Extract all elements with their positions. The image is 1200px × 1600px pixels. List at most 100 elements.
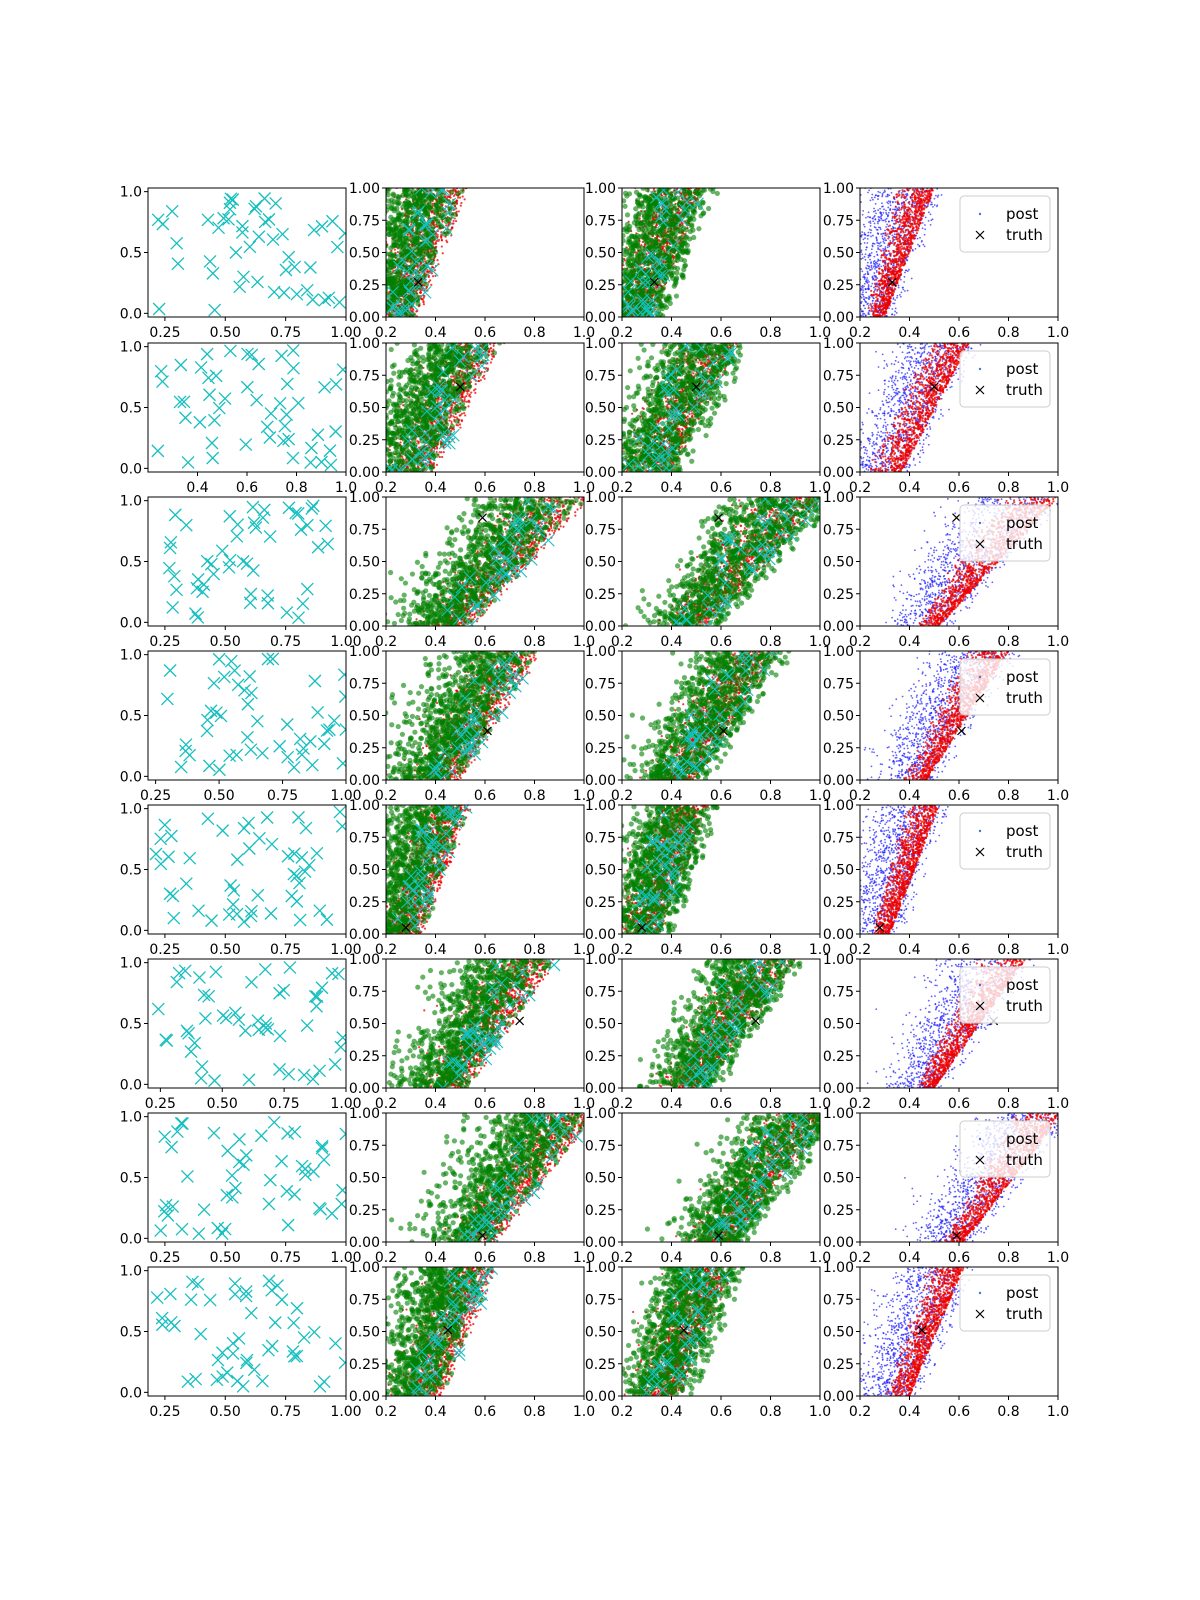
green-point [622, 237, 626, 244]
green-point [609, 239, 614, 244]
sample-marker [252, 230, 266, 244]
posterior-point-blue [855, 297, 857, 299]
x-tick-label: 0.6 [474, 325, 496, 341]
posterior-point [377, 307, 379, 309]
green-point [386, 198, 392, 204]
posterior-point-blue [882, 240, 885, 243]
green-point [380, 306, 385, 311]
green-point [376, 271, 381, 276]
sample-marker [322, 291, 336, 305]
green-point [616, 224, 621, 229]
green-point [338, 213, 343, 218]
posterior-point-blue [866, 242, 869, 244]
posterior-point [618, 286, 620, 288]
green-point [610, 298, 615, 303]
green-point [379, 304, 384, 309]
posterior-point-blue [874, 262, 877, 264]
green-point [376, 293, 381, 298]
posterior-point [635, 251, 638, 254]
green-point [670, 275, 676, 281]
green-point [396, 227, 402, 233]
posterior-point [429, 279, 432, 282]
posterior-point-blue [904, 231, 907, 233]
green-point [361, 231, 366, 236]
green-point [375, 262, 380, 267]
green-point [386, 275, 387, 277]
green-point [679, 273, 686, 279]
y-tick-label: 0.00 [349, 310, 380, 326]
posterior-point-blue [877, 264, 879, 267]
green-point [615, 303, 620, 308]
posterior-point-blue [856, 281, 858, 283]
green-point [432, 216, 438, 222]
green-point [455, 191, 461, 197]
green-point [644, 195, 650, 201]
sample-marker [318, 293, 332, 307]
green-point [349, 297, 354, 302]
green-point [372, 294, 377, 299]
posterior-point-blue [863, 304, 865, 307]
posterior-point-blue [847, 307, 849, 309]
green-point [375, 266, 380, 271]
posterior-point-blue [885, 209, 887, 212]
posterior-point-blue [881, 301, 884, 304]
posterior-point-blue [923, 245, 926, 248]
green-point [630, 289, 636, 295]
y-tick-label: 0.25 [349, 278, 380, 294]
posterior-point-blue [919, 236, 921, 239]
posterior-point-blue [886, 253, 889, 256]
green-point [622, 203, 628, 209]
green-point [404, 198, 410, 205]
posterior-point-blue [840, 299, 842, 301]
green-point [376, 297, 381, 302]
green-point [668, 237, 674, 243]
x-tick-label: 1.00 [330, 325, 361, 341]
green-point [672, 281, 678, 287]
green-point [395, 193, 401, 200]
posterior-point-blue [900, 192, 903, 194]
green-point [615, 299, 620, 304]
posterior-point [432, 221, 435, 224]
posterior-point [680, 221, 683, 225]
green-point [370, 298, 375, 303]
green-point [594, 299, 599, 304]
posterior-point-blue [903, 290, 906, 292]
posterior-point-blue [908, 268, 910, 271]
green-point [378, 298, 383, 303]
green-point [622, 190, 629, 196]
sample-marker [243, 240, 257, 254]
posterior-point-blue [893, 264, 895, 267]
posterior-point [447, 223, 450, 226]
sample-marker [407, 266, 421, 279]
posterior-point [463, 198, 466, 201]
green-point [622, 232, 626, 239]
sample-marker [412, 205, 426, 218]
green-point [386, 197, 387, 199]
posterior-point-blue [857, 288, 859, 290]
y-tick-label: 0.0 [120, 306, 142, 322]
green-point [634, 236, 640, 242]
green-point [349, 200, 354, 205]
sample-marker [326, 214, 339, 228]
posterior-point-blue [899, 295, 902, 298]
y-tick-label: 0.00 [585, 310, 616, 326]
posterior-point-blue [898, 206, 900, 209]
posterior-point-blue [875, 251, 878, 253]
posterior-point-blue [844, 307, 846, 309]
sample-marker [222, 212, 235, 226]
posterior-point-blue [872, 277, 875, 280]
sample-marker [235, 225, 249, 239]
green-point [439, 215, 445, 221]
posterior-point [452, 219, 455, 222]
posterior-point-blue [900, 291, 903, 294]
posterior-point [446, 195, 450, 198]
posterior-point [613, 298, 615, 300]
green-point [315, 310, 320, 315]
posterior-point-blue [838, 299, 840, 301]
green-point [674, 265, 681, 272]
green-point [363, 301, 368, 306]
green-point [667, 300, 673, 306]
posterior-point-blue [894, 299, 897, 301]
posterior-point-blue [869, 199, 872, 202]
